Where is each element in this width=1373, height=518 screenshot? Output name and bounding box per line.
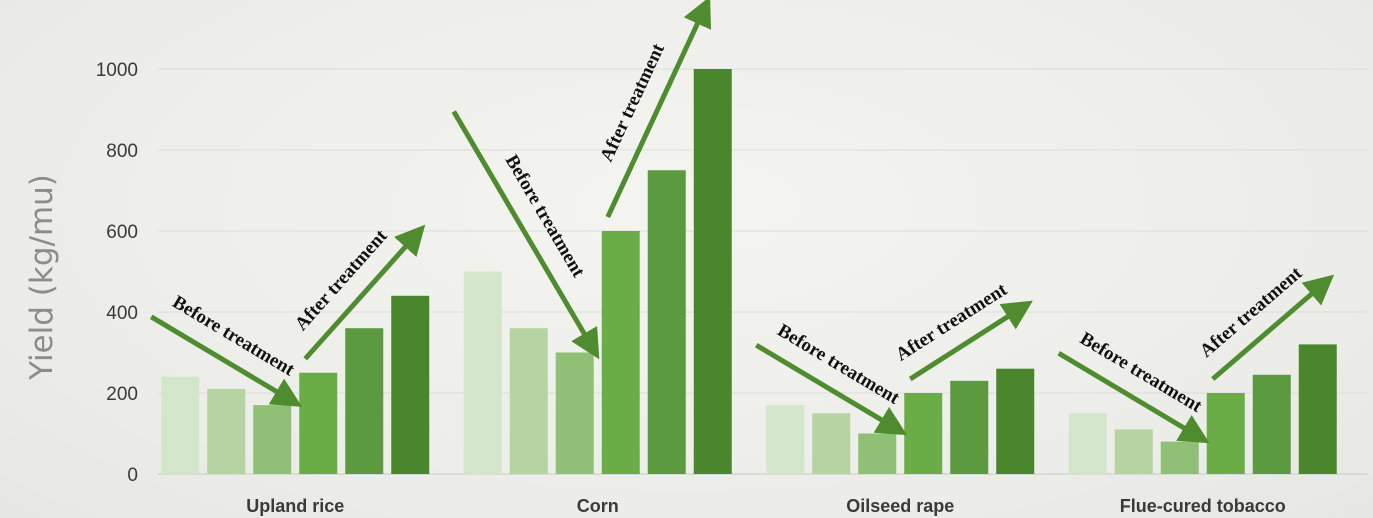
after-arrow (1211, 274, 1335, 381)
after-arrow (908, 300, 1033, 382)
after-arrow (605, 0, 712, 219)
y-tick-label: 600 (106, 222, 138, 243)
bar (509, 328, 548, 474)
y-axis-ticks: 0 200 400 600 800 1000 (96, 60, 138, 486)
y-axis-title: Yield (kg/mu) (24, 174, 60, 381)
x-category-label: Flue-cured tobacco (1120, 496, 1286, 516)
x-category-label: Oilseed rape (846, 496, 954, 516)
y-tick-label: 1000 (96, 60, 138, 81)
after-arrow (303, 224, 426, 361)
x-axis-categories: Upland rice Corn Oilseed rape Flue-cured to… (246, 496, 1286, 516)
bar (1114, 429, 1153, 474)
bar (1206, 393, 1245, 474)
bar (253, 405, 292, 474)
before-arrow (754, 343, 908, 436)
bar (1160, 441, 1199, 474)
bar (647, 170, 686, 474)
bar (766, 405, 805, 474)
bar (391, 295, 430, 474)
bar (693, 69, 732, 474)
bar (858, 433, 897, 474)
bar (1068, 413, 1107, 474)
bar (996, 368, 1035, 474)
x-category-label: Upland rice (246, 496, 344, 516)
bar (950, 380, 989, 474)
bar (1252, 374, 1291, 474)
bar (345, 328, 384, 474)
bar (1298, 344, 1337, 474)
bar (601, 231, 640, 474)
before-arrow (451, 110, 600, 360)
before-arrow (1057, 351, 1210, 444)
y-tick-label: 800 (106, 141, 138, 162)
y-tick-label: 200 (106, 384, 138, 405)
bar (555, 352, 594, 474)
bar (299, 372, 338, 474)
bars (161, 69, 1337, 474)
bar (812, 413, 851, 474)
bar (463, 271, 502, 474)
x-category-label: Corn (577, 496, 619, 516)
y-tick-label: 0 (127, 465, 138, 486)
bar (161, 376, 200, 474)
before-arrow (149, 314, 303, 407)
y-tick-label: 400 (106, 303, 138, 324)
bar (904, 393, 943, 474)
bar (207, 388, 246, 474)
